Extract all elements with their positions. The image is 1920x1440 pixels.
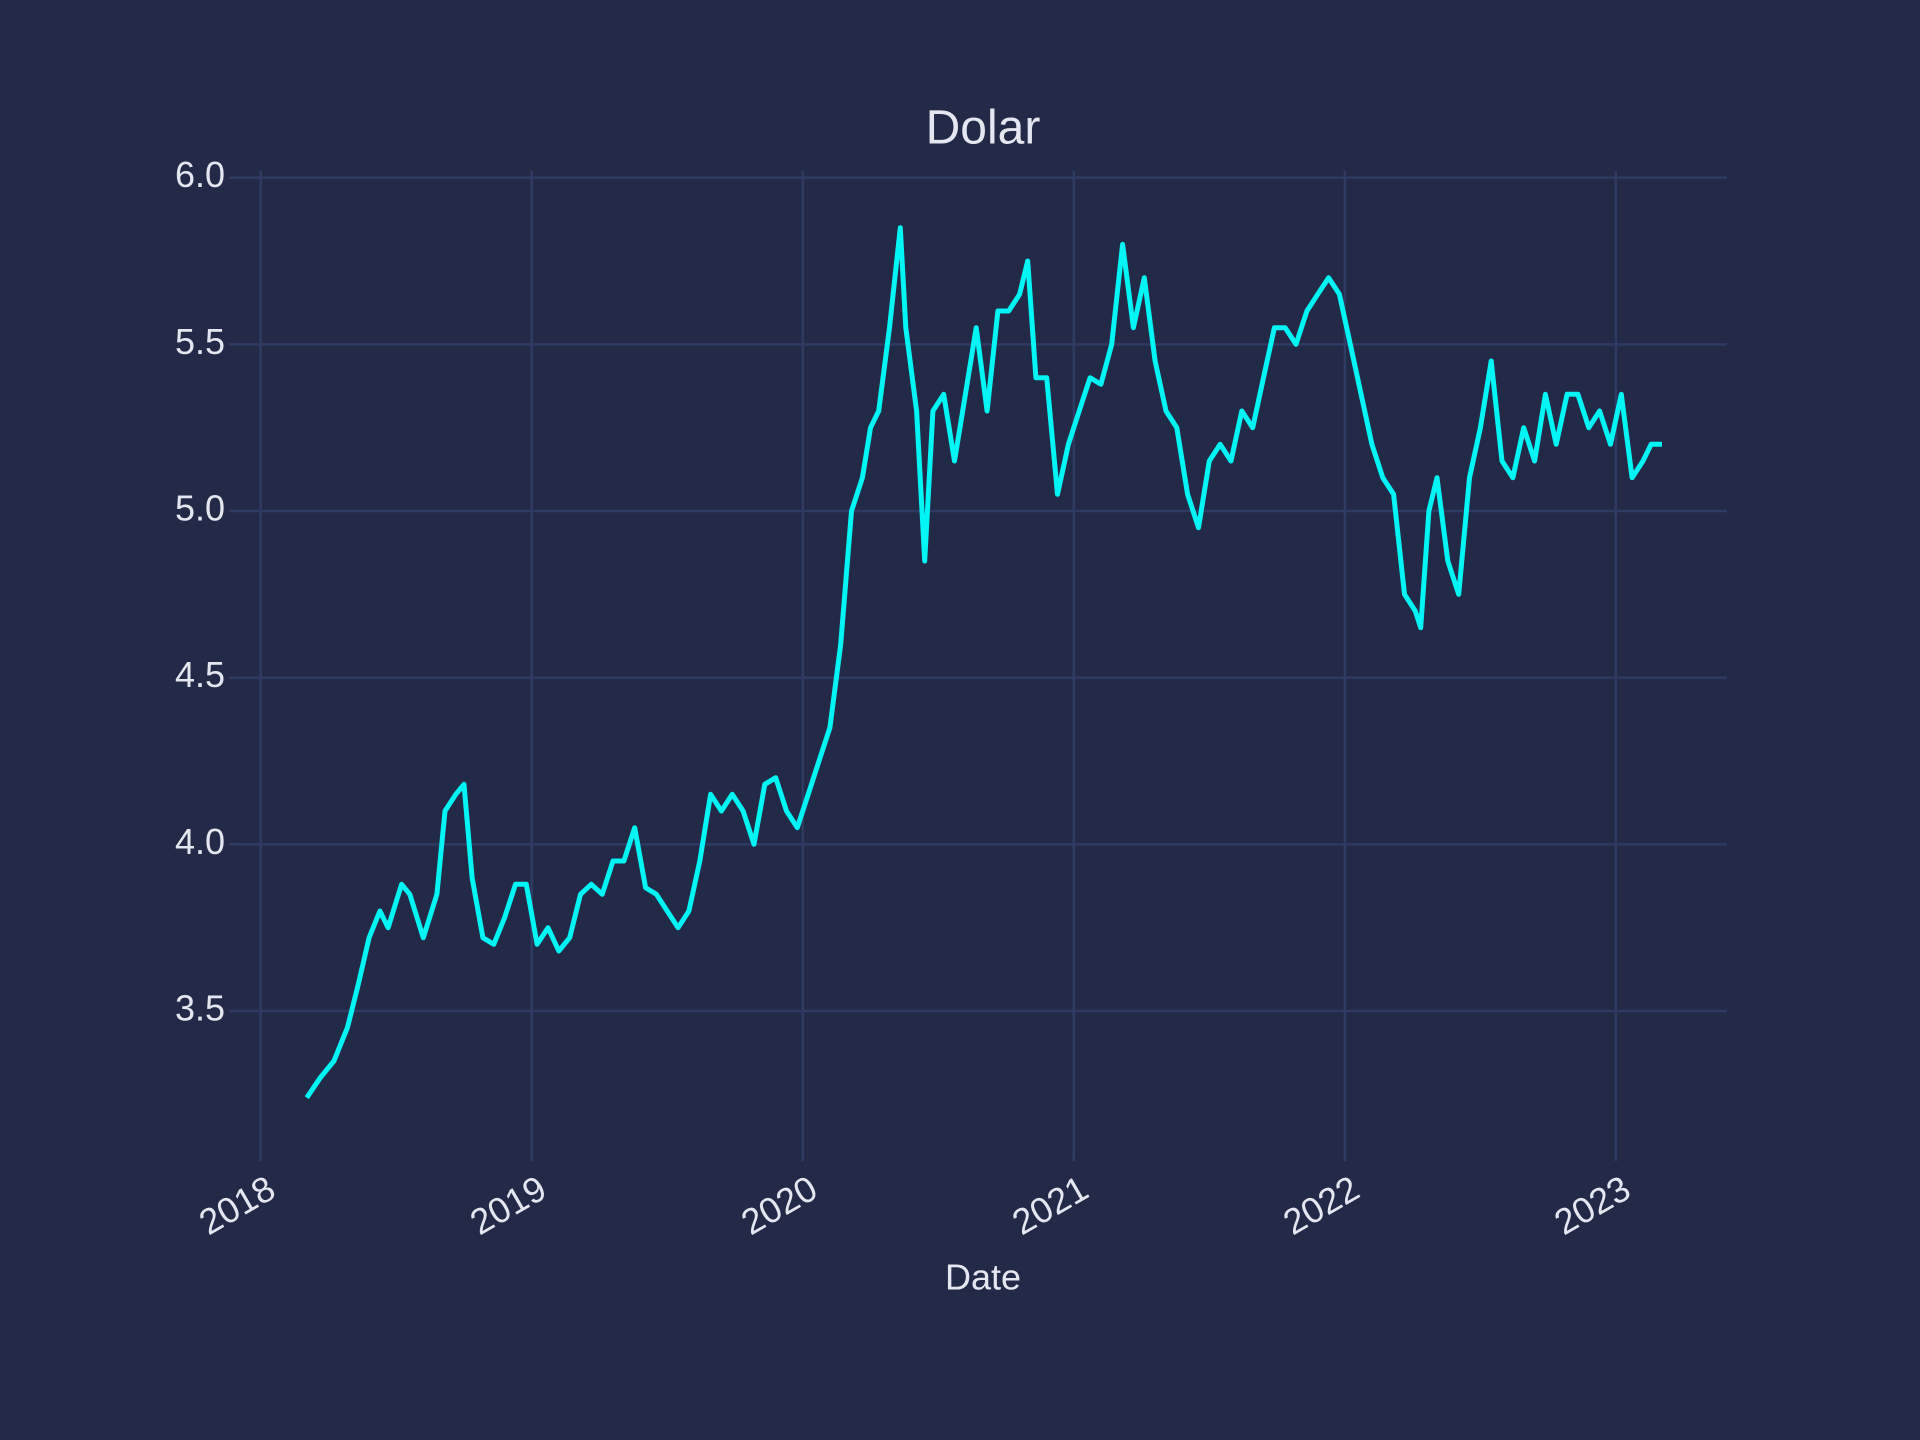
- chart-title: Dolar: [926, 102, 1041, 155]
- y-tick-label: 5.0: [175, 488, 225, 529]
- y-tick-label: 4.0: [175, 821, 225, 862]
- data-line: [304, 225, 1662, 1100]
- y-tick-label: 6.0: [175, 154, 225, 195]
- x-axis-label: Date: [945, 1257, 1021, 1298]
- y-tick-label: 5.5: [175, 321, 225, 362]
- y-tick-label: 3.5: [175, 988, 225, 1029]
- y-tick-label: 4.5: [175, 654, 225, 695]
